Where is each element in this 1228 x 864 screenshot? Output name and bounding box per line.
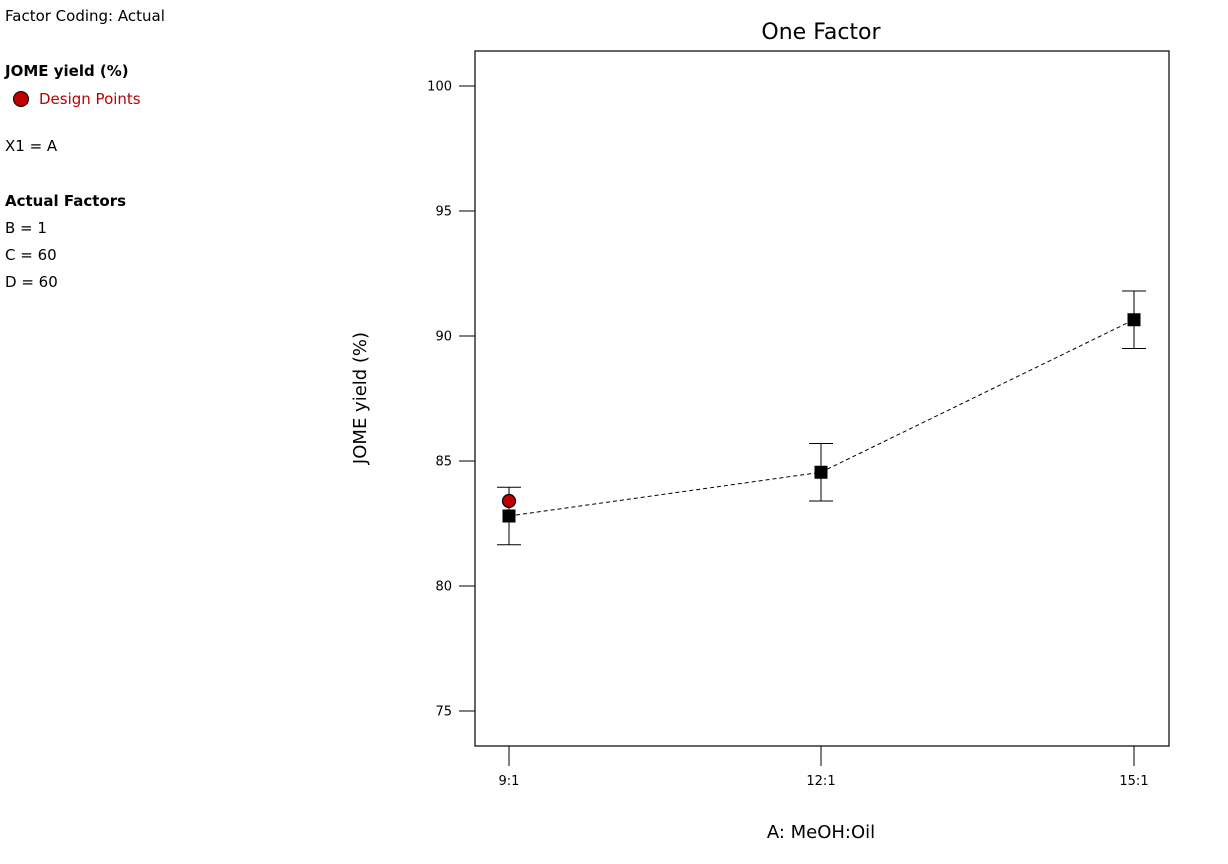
factor-coding-label: Factor Coding: Actual: [5, 7, 165, 25]
x-tick-label: 12:1: [806, 774, 835, 789]
y-tick-label: 90: [435, 330, 452, 345]
factor-info-panel: Factor Coding: Actual JOME yield (%) Des…: [5, 6, 305, 292]
x1-assignment: X1 = A: [5, 137, 58, 155]
y-tick-label: 100: [427, 80, 452, 95]
y-tick-label: 85: [435, 455, 452, 470]
legend-design-points: Design Points: [5, 89, 305, 109]
actual-factor-c: C = 60: [5, 246, 57, 264]
prediction-point: [1127, 313, 1141, 327]
plot-frame: [474, 50, 1170, 747]
actual-factors-title: Actual Factors: [5, 192, 127, 210]
y-tick-label: 75: [435, 705, 452, 720]
prediction-point: [814, 465, 828, 479]
design-point: [501, 493, 517, 509]
x-tick-label: 15:1: [1119, 774, 1148, 789]
design-point-legend-icon: [13, 91, 29, 107]
y-tick-label: 80: [435, 580, 452, 595]
series-group: [497, 290, 1146, 546]
chart-title: One Factor: [761, 20, 881, 45]
y-axis-label: JOME yield (%): [350, 332, 371, 465]
prediction-point: [502, 509, 516, 523]
actual-factor-b: B = 1: [5, 219, 47, 237]
response-title: JOME yield (%): [5, 62, 129, 80]
legend-label: Design Points: [39, 90, 141, 108]
actual-factor-d: D = 60: [5, 273, 58, 291]
y-axis: 75 80 85 90 95 100: [427, 80, 475, 720]
x-tick-label: 9:1: [499, 774, 520, 789]
x-axis: 9:1 12:1 15:1: [499, 746, 1149, 789]
x-axis-label: A: MeOH:Oil: [767, 822, 875, 843]
y-tick-label: 95: [435, 205, 452, 220]
